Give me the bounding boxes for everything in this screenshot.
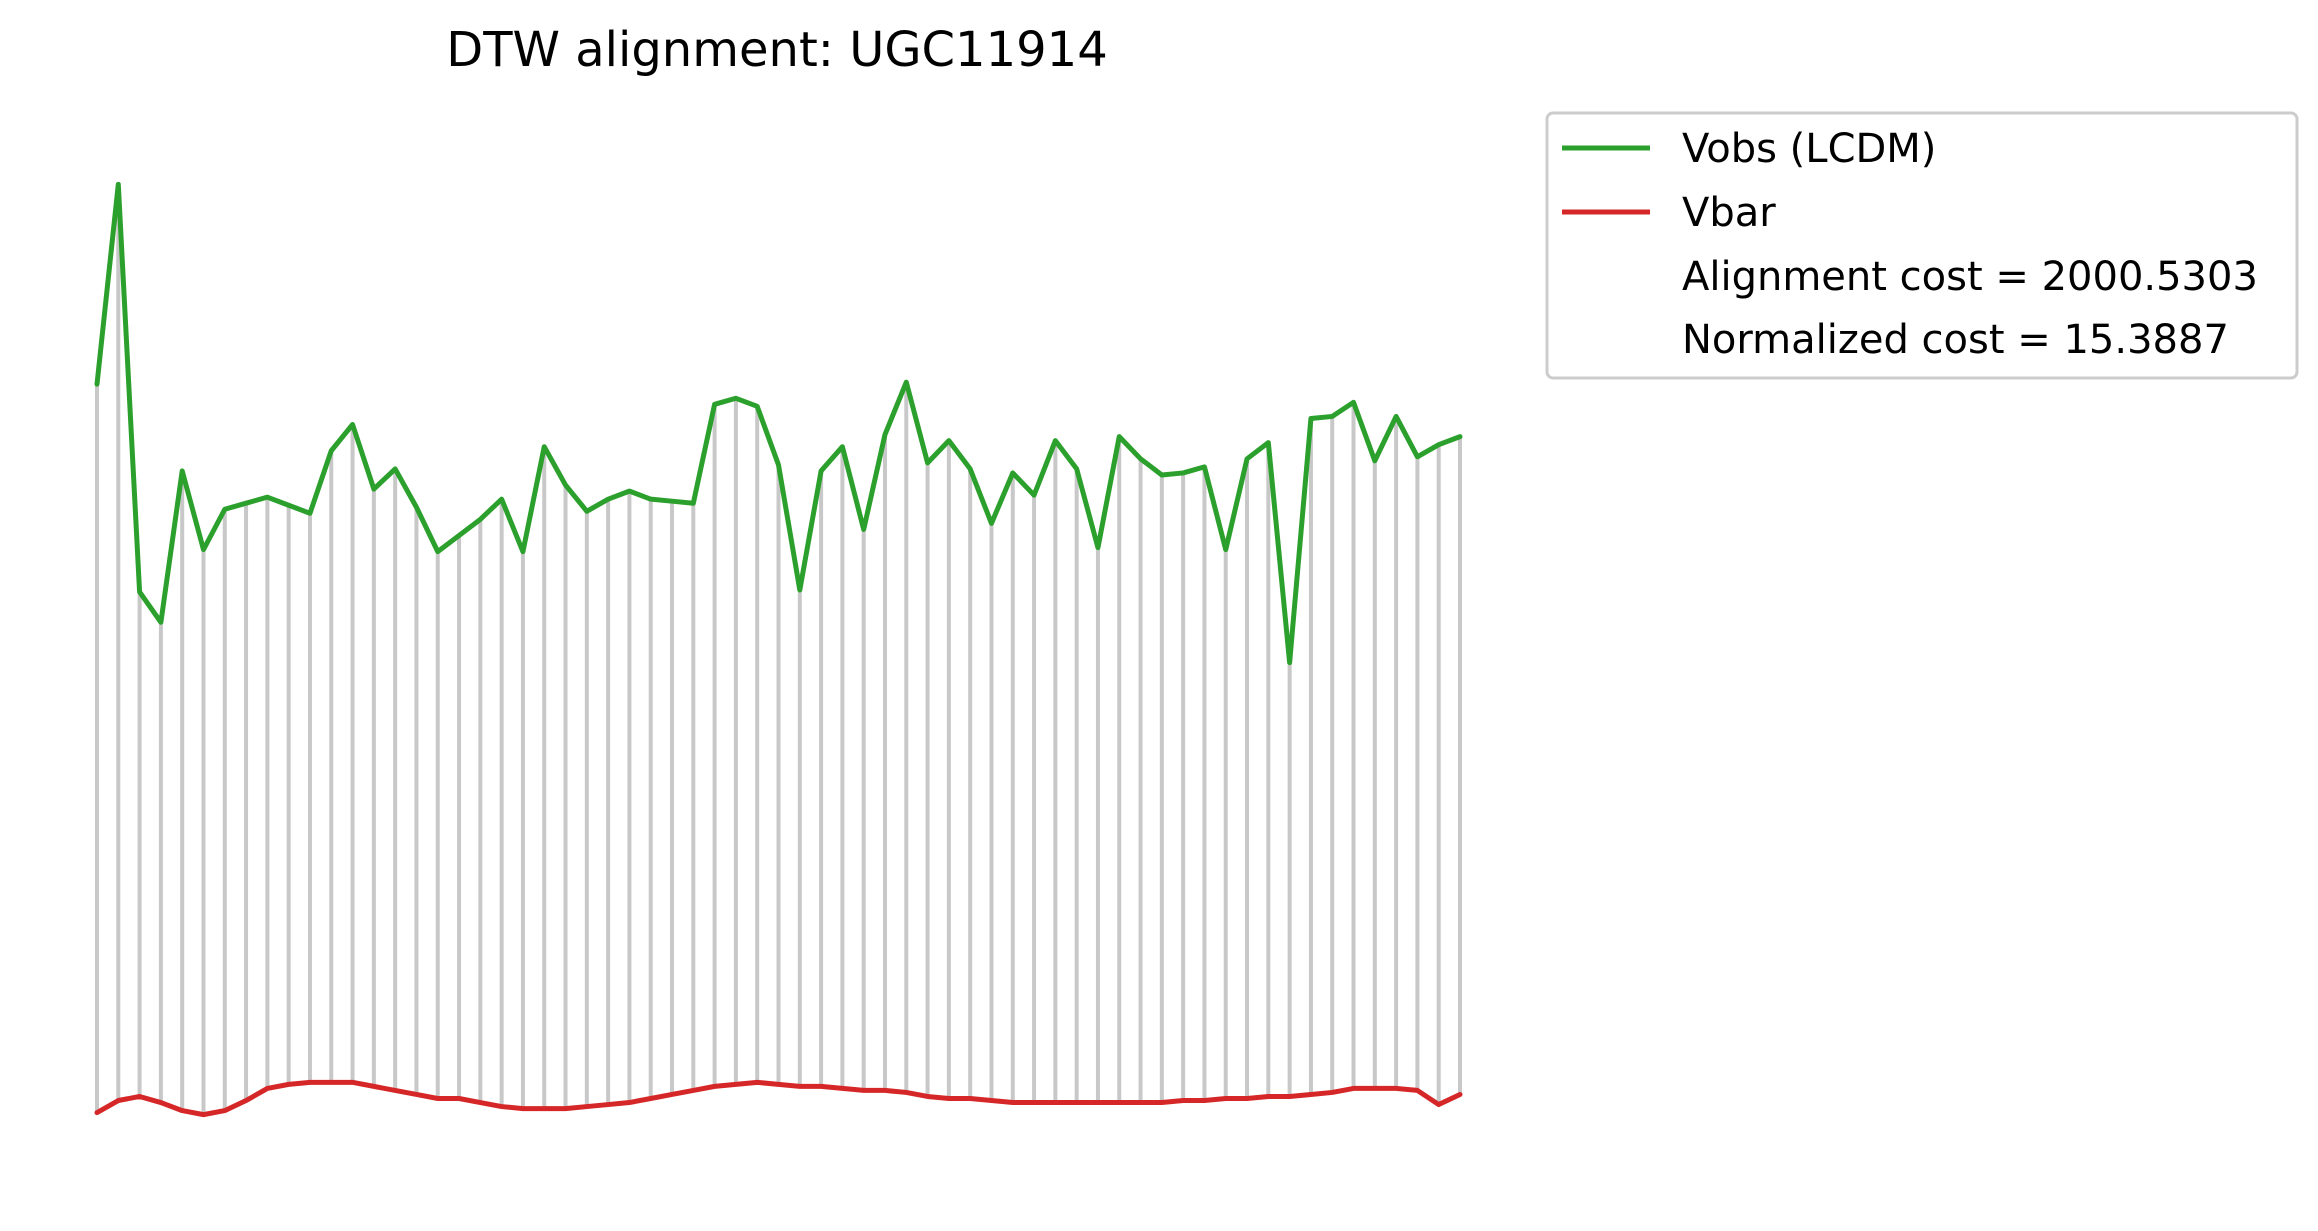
legend: Vobs (LCDM) Vbar Alignment cost = 2000.5…: [1545, 111, 2299, 380]
series-lines: [94, 181, 1463, 1118]
legend-normalized-cost: Normalized cost = 15.3887: [1682, 317, 2229, 363]
vobs-series-line: [94, 181, 1463, 666]
legend-frame: [1545, 111, 2299, 380]
vbar-series-line: [94, 1079, 1463, 1118]
legend-alignment-cost: Alignment cost = 2000.5303: [1682, 254, 2258, 300]
legend-label-vbar: Vbar: [1682, 190, 1776, 236]
legend-label-vobs: Vobs (LCDM): [1682, 126, 1936, 172]
chart-title: DTW alignment: UGC11914: [446, 22, 1107, 78]
alignment-connections: [95, 184, 1462, 1115]
